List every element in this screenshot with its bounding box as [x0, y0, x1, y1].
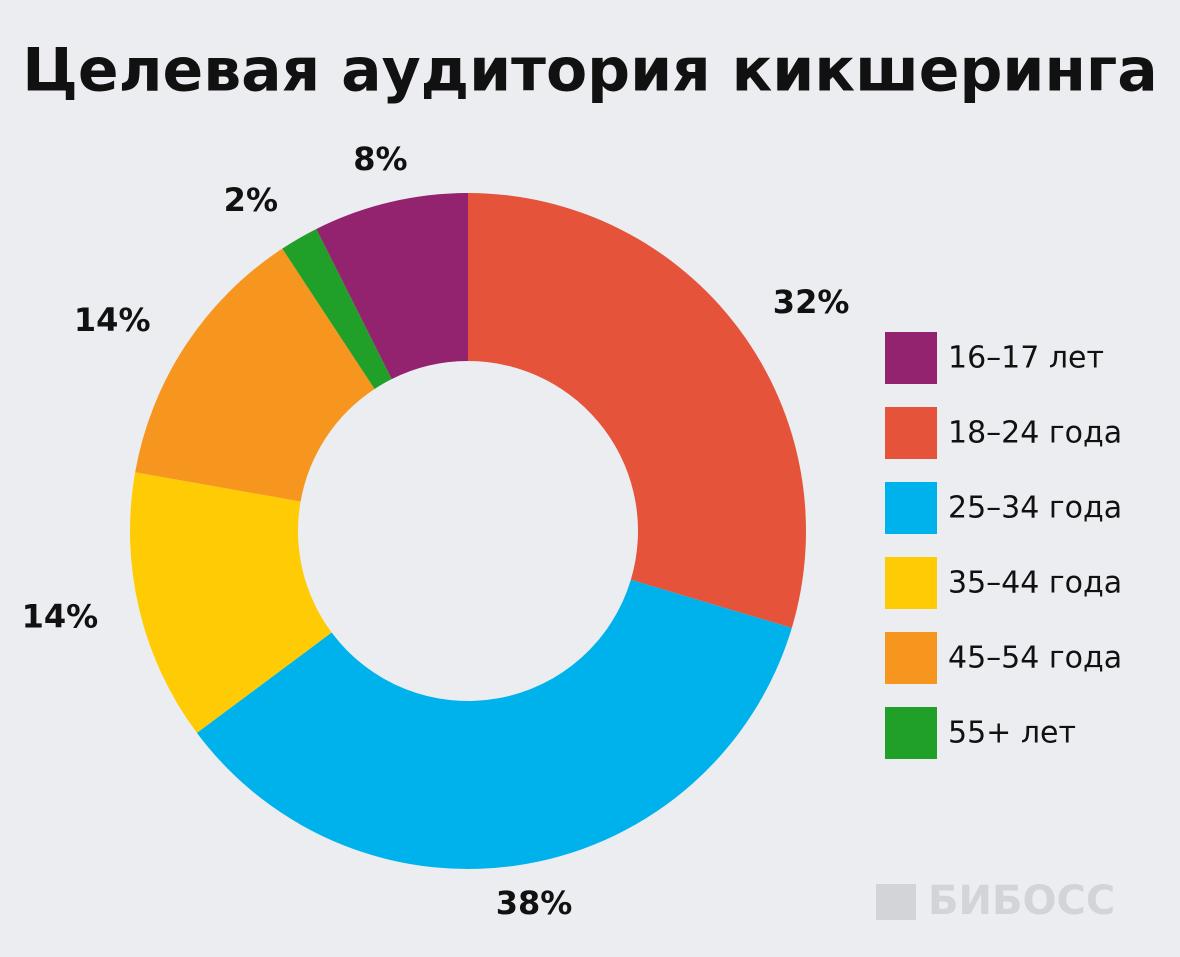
legend-swatch: [885, 407, 937, 459]
slice: [196, 579, 792, 869]
legend-swatch: [885, 632, 937, 684]
slice: [282, 228, 392, 389]
value-label: 14%: [74, 301, 151, 339]
watermark-icon: [876, 884, 916, 920]
chart-title: Целевая аудитория кикшеринга: [22, 36, 1158, 106]
legend-label: 45–54 года: [948, 641, 1122, 676]
value-label: 2%: [224, 181, 278, 219]
value-label: 14%: [22, 598, 99, 636]
legend-label: 35–44 года: [948, 566, 1122, 601]
slice: [135, 248, 375, 502]
legend-swatch: [885, 332, 937, 384]
legend-swatch: [885, 707, 937, 759]
legend-swatch: [885, 557, 937, 609]
value-label: 8%: [353, 140, 407, 178]
slice: [130, 472, 332, 733]
value-label: 32%: [773, 283, 850, 321]
slice: [316, 193, 468, 380]
legend-label: 18–24 года: [948, 416, 1122, 451]
slice: [468, 193, 806, 628]
legend-label: 16–17 лет: [948, 341, 1104, 376]
legend-label: 25–34 года: [948, 491, 1122, 526]
legend-label: 55+ лет: [948, 716, 1076, 751]
value-label: 38%: [496, 884, 573, 922]
watermark: БИБОСС: [928, 878, 1115, 924]
legend-swatch: [885, 482, 937, 534]
